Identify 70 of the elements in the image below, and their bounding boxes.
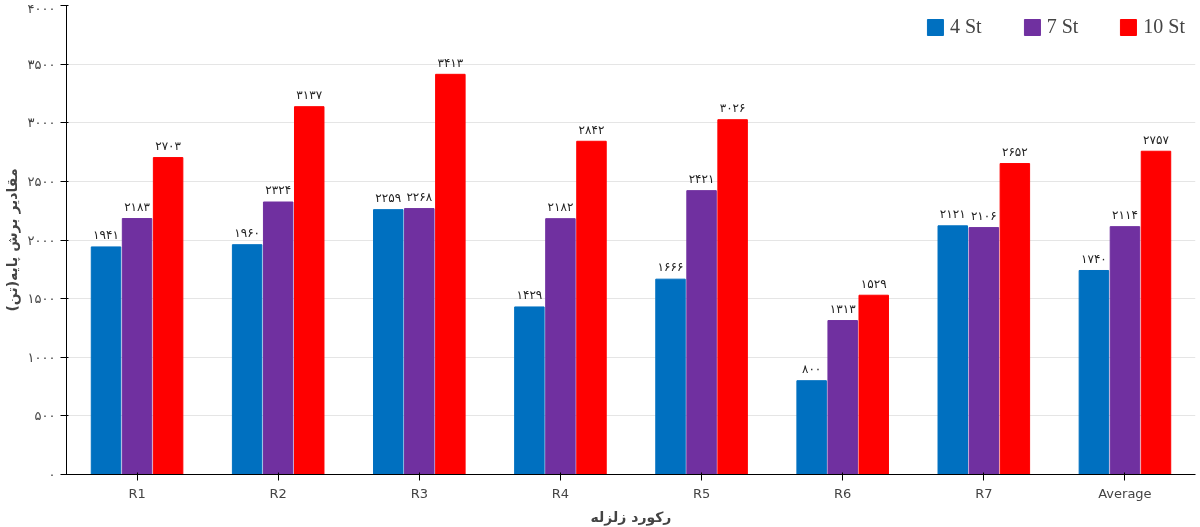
bar — [1078, 269, 1110, 475]
bar — [514, 306, 545, 475]
legend-label: 7 St — [1046, 15, 1079, 38]
bar — [1109, 226, 1141, 475]
x-axis-title: رکورد زلزله — [590, 508, 672, 526]
x-tick-label: R7 — [975, 485, 993, 501]
data-label: ۲۲۶۸ — [406, 189, 433, 204]
data-label: ۱۴۲۹ — [516, 288, 543, 303]
x-tick-label: R2 — [269, 485, 287, 501]
bar — [968, 227, 1000, 475]
y-axis-title: مقادیر برش پایه(تن) — [3, 168, 21, 312]
y-tick-label: ۲۵۰۰ — [27, 173, 56, 189]
data-label: ۲۱۲۱ — [939, 207, 966, 222]
data-label: ۱۳۱۳ — [829, 301, 857, 316]
x-tick-label: R4 — [551, 485, 570, 501]
bar — [373, 209, 404, 475]
data-label: ۸۰۰ — [801, 362, 822, 377]
data-label: ۲۱۱۴ — [1112, 207, 1138, 222]
y-tick-label: ۴۰۰۰ — [27, 0, 56, 16]
data-label: ۲۳۲۴ — [265, 183, 292, 198]
bar — [231, 244, 263, 475]
bar — [293, 106, 325, 475]
x-tick-label: R5 — [692, 485, 711, 501]
data-label: ۲۱۰۶ — [970, 208, 997, 223]
y-tick-label: ۰ — [48, 467, 56, 482]
bar — [435, 73, 466, 475]
data-label: ۲۱۸۳ — [124, 199, 151, 214]
data-label: ۲۴۲۱ — [688, 171, 715, 186]
data-label: ۳۱۳۷ — [296, 88, 323, 102]
x-tick-label: Average — [1098, 485, 1152, 501]
data-label: ۱۵۲۹ — [860, 276, 887, 291]
y-tick-label: ۲۰۰۰ — [27, 232, 56, 248]
data-label: ۱۶۶۶ — [657, 260, 684, 275]
bar — [655, 278, 686, 475]
bar — [796, 380, 827, 475]
data-label: ۲۱۸۲ — [547, 199, 574, 214]
x-tick-label: R6 — [834, 485, 852, 501]
data-label: ۱۹۶۰ — [234, 226, 261, 240]
bar — [90, 246, 122, 475]
bar — [827, 320, 858, 475]
x-tick-label: R1 — [128, 485, 146, 501]
bar — [858, 294, 889, 475]
y-tick-label: ۱۵۰۰ — [27, 291, 56, 307]
data-label: ۲۷۵۷ — [1143, 132, 1170, 147]
bar — [686, 190, 717, 475]
x-tick-label: R3 — [410, 485, 428, 501]
data-label: ۳۴۱۳ — [437, 55, 464, 70]
y-tick-label: ۱۰۰۰ — [27, 349, 56, 365]
bar — [545, 218, 576, 475]
bar — [404, 208, 435, 475]
bar — [717, 119, 748, 475]
legend-label: 10 St — [1143, 15, 1185, 38]
bar — [1140, 150, 1172, 475]
data-label: ۲۷۰۳ — [155, 138, 182, 153]
bar — [121, 218, 153, 475]
y-tick-label: ۵۰۰ — [34, 408, 56, 424]
bar — [152, 157, 184, 475]
data-label: ۳۰۲۶ — [719, 101, 746, 116]
bar — [262, 201, 294, 475]
data-label: ۲۲۵۹ — [375, 190, 402, 205]
y-tick-label: ۳۵۰۰ — [27, 56, 56, 72]
data-label: ۱۷۴۰ — [1081, 251, 1107, 266]
y-tick-label: ۳۰۰۰ — [27, 115, 56, 131]
bar — [937, 225, 969, 475]
data-label: ۲۶۵۲ — [1001, 144, 1028, 159]
data-label: ۲۸۴۲ — [578, 122, 605, 137]
data-label: ۱۹۴۱ — [93, 228, 119, 243]
legend-label: 4 St — [949, 15, 982, 38]
bar — [999, 163, 1031, 475]
bar — [576, 140, 607, 475]
